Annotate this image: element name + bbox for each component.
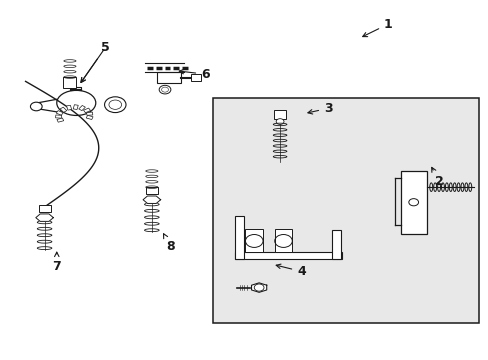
Circle shape [30,102,42,111]
Circle shape [408,199,418,206]
Ellipse shape [57,90,96,116]
Bar [273,110,286,119]
Text: 6: 6 [179,68,209,81]
Bar [212,98,478,323]
Bar [60,107,67,112]
Text: 4: 4 [276,264,305,278]
Bar [86,115,93,120]
Circle shape [254,284,264,291]
Bar [66,105,72,110]
Circle shape [104,97,126,113]
Circle shape [276,119,284,125]
Bar [57,118,63,122]
Polygon shape [36,214,53,221]
Polygon shape [143,196,160,203]
Circle shape [109,100,122,109]
Bar [86,112,93,115]
Circle shape [159,85,170,94]
Text: 7: 7 [52,252,61,273]
Bar [157,72,181,83]
Bar [83,108,90,113]
Text: 2: 2 [431,167,443,188]
Text: 8: 8 [163,234,174,253]
Bar [190,74,200,81]
Bar [62,77,76,88]
Bar [400,171,427,234]
Bar [56,115,61,118]
Circle shape [161,87,168,92]
Bar [79,105,85,111]
Text: 5: 5 [81,41,110,82]
Text: 1: 1 [362,18,392,37]
Bar [234,216,243,259]
Bar [56,111,63,115]
Bar [331,230,340,259]
Text: 3: 3 [307,102,332,115]
Bar [146,187,158,194]
Polygon shape [251,283,266,292]
Bar [73,105,78,109]
Bar [39,205,51,212]
Bar [234,252,341,259]
Bar [245,229,263,252]
Bar [274,229,292,252]
